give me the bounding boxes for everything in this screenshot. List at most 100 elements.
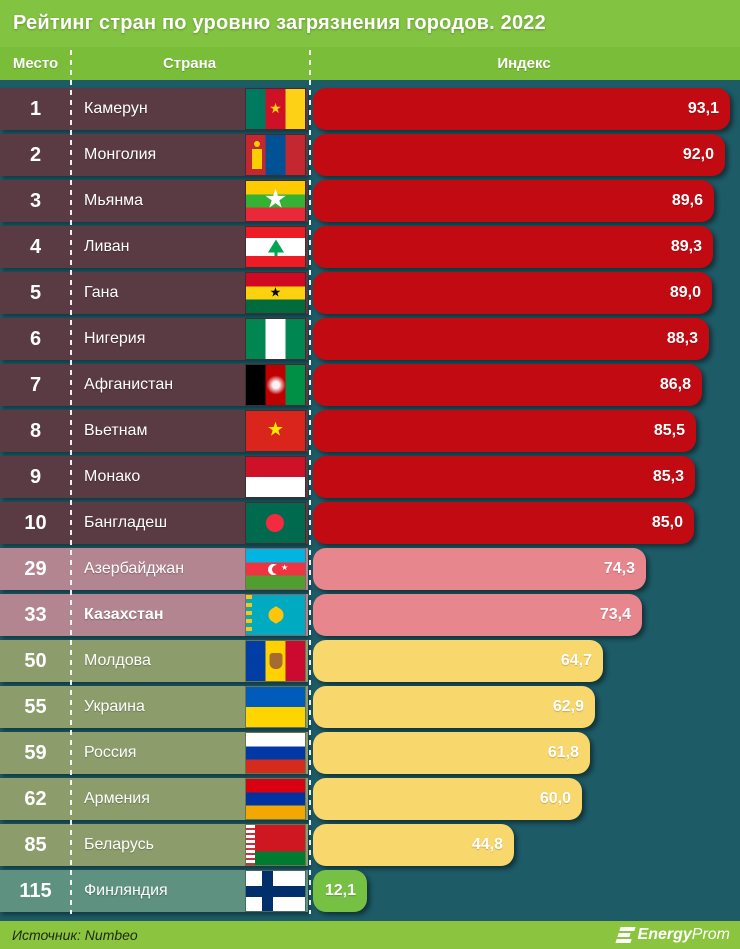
country-strip: 6 Нигерия <box>0 318 308 360</box>
moldova-flag-icon <box>246 641 305 681</box>
index-bar: 74,3 <box>313 548 646 590</box>
country-name: Россия <box>84 744 137 761</box>
rank-cell: 2 <box>29 143 42 166</box>
energyprom-e-icon <box>614 927 636 943</box>
index-bar: 60,0 <box>313 778 582 820</box>
country-name: Азербайджан <box>84 560 185 577</box>
page-title: Рейтинг стран по уровню загрязнения горо… <box>13 12 546 34</box>
country-strip: 3 Мьянма <box>0 180 308 222</box>
energyprom-logo: EnergyProm <box>614 926 730 944</box>
source-label: Источник: Numbeo <box>12 927 138 943</box>
nigeria-flag-icon <box>246 319 305 359</box>
country-name: Нигерия <box>84 330 146 347</box>
index-value: 61,8 <box>547 744 579 761</box>
index-value: 73,4 <box>599 606 631 623</box>
country-name: Монголия <box>84 146 157 163</box>
index-value: 85,3 <box>652 468 684 485</box>
rank-cell: 50 <box>24 649 47 672</box>
table-row-rank-3: 3 Мьянма 89,6 <box>0 180 740 222</box>
country-name: Монако <box>84 468 141 485</box>
vietnam-flag-icon <box>246 411 305 451</box>
myanmar-flag-icon <box>246 181 305 221</box>
country-strip: 85 Беларусь <box>0 824 308 866</box>
index-value: 44,8 <box>471 836 503 853</box>
table-row-rank-8: 8 Вьетнам 85,5 <box>0 410 740 452</box>
table-row-rank-9: 9 Монако 85,3 <box>0 456 740 498</box>
index-value: 62,9 <box>552 698 584 715</box>
russia-flag-icon <box>246 733 305 773</box>
logo-text-energy: Energy <box>637 926 692 943</box>
index-value: 60,0 <box>539 790 571 807</box>
table-row-rank-1: 1 Камерун 93,1 <box>0 88 740 130</box>
country-name: Финляндия <box>84 882 168 899</box>
index-value: 64,7 <box>560 652 592 669</box>
index-bar: 86,8 <box>313 364 702 406</box>
afghanistan-flag-icon <box>246 365 305 405</box>
table-row-rank-29: 29 Азербайджан 74,3 <box>0 548 740 590</box>
column-header-rank: Место <box>12 55 59 72</box>
rank-cell: 5 <box>29 281 42 304</box>
index-bar: 85,0 <box>313 502 694 544</box>
monaco-flag-icon <box>246 457 305 497</box>
country-strip: 115 Финляндия <box>0 870 308 912</box>
table-row-rank-2: 2 Монголия 92,0 <box>0 134 740 176</box>
country-strip: 2 Монголия <box>0 134 308 176</box>
rank-cell: 29 <box>24 557 47 580</box>
column-header-index: Индекс <box>497 55 551 72</box>
index-value: 74,3 <box>603 560 635 577</box>
azerbaijan-flag-icon <box>246 549 305 589</box>
index-bar: 89,0 <box>313 272 712 314</box>
table-column-header: Место Страна Индекс <box>0 47 740 80</box>
country-strip: 5 Гана <box>0 272 308 314</box>
country-strip: 62 Армения <box>0 778 308 820</box>
index-value: 89,0 <box>669 284 701 301</box>
country-strip: 50 Молдова <box>0 640 308 682</box>
index-value: 88,3 <box>666 330 698 347</box>
country-strip: 1 Камерун <box>0 88 308 130</box>
mongolia-flag-icon <box>246 135 305 175</box>
rank-cell: 10 <box>24 511 47 534</box>
country-strip: 29 Азербайджан <box>0 548 308 590</box>
belarus-flag-icon <box>246 825 305 865</box>
index-value: 86,8 <box>659 376 691 393</box>
country-strip: 4 Ливан <box>0 226 308 268</box>
rank-cell: 8 <box>29 419 42 442</box>
country-name: Вьетнам <box>84 422 148 439</box>
rank-cell: 59 <box>24 741 47 764</box>
country-strip: 7 Афганистан <box>0 364 308 406</box>
country-name: Молдова <box>84 652 151 669</box>
rank-cell: 3 <box>29 189 42 212</box>
index-bar: 61,8 <box>313 732 590 774</box>
index-bar: 85,5 <box>313 410 696 452</box>
country-name: Мьянма <box>84 192 144 209</box>
ghana-flag-icon <box>246 273 305 313</box>
country-name: Украина <box>84 698 145 715</box>
index-value: 89,3 <box>670 238 702 255</box>
country-name: Беларусь <box>84 836 154 853</box>
logo-text-prom: Prom <box>691 926 730 943</box>
table-row-rank-62: 62 Армения 60,0 <box>0 778 740 820</box>
rank-cell: 62 <box>24 787 47 810</box>
table-row-rank-115: 115 Финляндия 12,1 <box>0 870 740 912</box>
table-row-rank-50: 50 Молдова 64,7 <box>0 640 740 682</box>
table-row-rank-85: 85 Беларусь 44,8 <box>0 824 740 866</box>
cameroon-flag-icon <box>246 89 305 129</box>
index-bar: 12,1 <box>313 870 367 912</box>
country-strip: 8 Вьетнам <box>0 410 308 452</box>
index-bar: 88,3 <box>313 318 709 360</box>
ranking-table: 1 Камерун 93,1 2 Монголия 92,0 3 Мьянма 89,6 4 Лив… <box>0 88 740 916</box>
country-strip: 33 Казахстан <box>0 594 308 636</box>
index-bar: 92,0 <box>313 134 725 176</box>
table-row-rank-5: 5 Гана 89,0 <box>0 272 740 314</box>
country-strip: 59 Россия <box>0 732 308 774</box>
table-row-rank-33: 33 Казахстан 73,4 <box>0 594 740 636</box>
country-name: Ливан <box>84 238 130 255</box>
rank-cell: 33 <box>24 603 47 626</box>
index-value: 12,1 <box>324 882 356 899</box>
country-name: Бангладеш <box>84 514 168 531</box>
index-bar: 93,1 <box>313 88 730 130</box>
flag-emblem <box>266 375 285 395</box>
table-row-rank-4: 4 Ливан 89,3 <box>0 226 740 268</box>
footer: Источник: Numbeo EnergyProm <box>0 921 740 949</box>
